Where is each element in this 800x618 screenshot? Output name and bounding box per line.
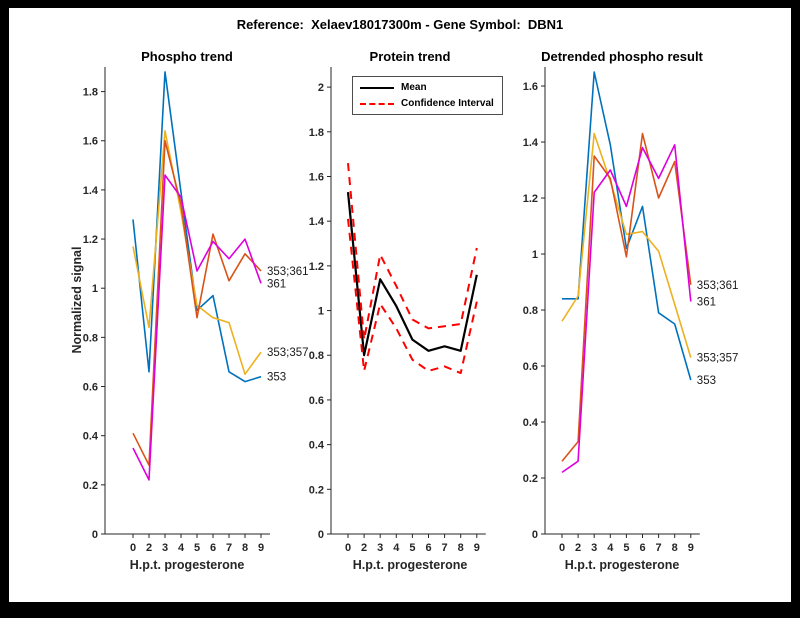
series-end-label: 353;361: [267, 266, 309, 278]
y-tick-label: 1.2: [83, 234, 98, 246]
y-tick-label: 1.6: [83, 136, 98, 148]
subplot-phospho-trend: 00.20.40.60.811.21.41.61.80 2 3 4 5 6 7 8 935335…: [83, 67, 309, 554]
x-tick-label: 3: [591, 542, 597, 554]
y-tick-label: 1.8: [83, 87, 98, 99]
y-tick-label: 0.4: [523, 417, 539, 429]
x-tick-label: 9: [688, 542, 694, 554]
y-tick-label: 0.6: [309, 395, 324, 407]
y-tick-label: 0: [92, 529, 98, 541]
y-tick-label: 0.8: [83, 332, 98, 344]
series-end-label: 353;357: [267, 347, 309, 359]
series-line-353-357: [132, 130, 262, 376]
series-end-label: 353;361: [697, 280, 739, 292]
y-tick-label: 0.4: [83, 431, 99, 443]
y-tick-label: 1.4: [523, 137, 539, 149]
x-tick-label: 6: [639, 542, 645, 554]
series-end-label: 361: [697, 297, 716, 309]
legend-row-ci: Confidence Interval: [360, 98, 494, 109]
y-tick-label: 0.2: [523, 473, 538, 485]
series-line-ci-upper: [347, 163, 478, 341]
x-tick-label: 8: [672, 542, 678, 554]
legend-ci-label: Confidence Interval: [401, 98, 494, 109]
series-line-361: [132, 174, 262, 481]
series-end-label: 353: [267, 372, 286, 384]
series-line-mean: [346, 191, 478, 357]
y-tick-label: 1: [92, 283, 98, 295]
series-line-ci-lower: [347, 218, 478, 375]
subplot2-xlabel: H.p.t. progesterone: [352, 558, 468, 572]
x-tick-label: 9: [474, 542, 480, 554]
subplot1-xlabel: H.p.t. progesterone: [129, 558, 245, 572]
series-line-353: [132, 71, 262, 383]
y-tick-label: 0.8: [309, 350, 324, 362]
y-tick-label: 1.4: [309, 216, 325, 228]
y-tick-label: 1.2: [309, 261, 324, 273]
y-tick-label: 1.4: [83, 185, 99, 197]
subplot3-xlabel: H.p.t. progesterone: [564, 558, 680, 572]
x-tick-label: 8: [242, 542, 248, 554]
x-tick-label: 4: [178, 542, 185, 554]
series-line-353-357: [561, 132, 692, 358]
legend-ci-line-icon: [360, 102, 394, 105]
x-tick-label: 5: [409, 542, 415, 554]
series-line-353-361: [561, 132, 692, 462]
y-tick-label: 1.6: [523, 81, 538, 93]
x-tick-label: 0: [130, 542, 136, 554]
subplot-protein-trend: 00.20.40.60.811.21.41.61.820 2 3 4 5 6 7 8 9: [309, 67, 486, 554]
y-tick-label: 2: [318, 82, 324, 94]
y-tick-label: 0.6: [523, 361, 538, 373]
x-tick-label: 0: [345, 542, 351, 554]
x-tick-label: 3: [377, 542, 383, 554]
y-tick-label: 0.6: [83, 382, 98, 394]
x-tick-label: 9: [258, 542, 264, 554]
x-tick-label: 8: [458, 542, 464, 554]
x-tick-label: 7: [226, 542, 232, 554]
x-tick-label: 4: [607, 542, 614, 554]
legend: Mean Confidence Interval: [352, 76, 503, 115]
subplot1-title: Phospho trend: [141, 49, 233, 64]
y-tick-label: 1.8: [309, 127, 324, 139]
figure-title: Reference: Xelaev18017300m - Gene Symbol…: [236, 17, 564, 32]
y-tick-label: 1.6: [309, 171, 324, 183]
x-tick-label: 7: [656, 542, 662, 554]
subplot3-title: Detrended phospho result: [541, 49, 703, 64]
subplot-detrended-phospho: 00.20.40.60.811.21.41.60 2 3 4 5 6 7 8 9353353;3…: [523, 67, 739, 554]
y-tick-label: 0: [532, 529, 538, 541]
series-end-label: 361: [267, 278, 286, 290]
x-tick-label: 2: [361, 542, 367, 554]
x-tick-label: 4: [393, 542, 400, 554]
x-tick-label: 5: [623, 542, 629, 554]
series-line-361: [561, 144, 692, 474]
legend-mean-line-icon: [360, 86, 394, 89]
y-tick-label: 0.2: [309, 484, 324, 496]
x-tick-label: 6: [210, 542, 216, 554]
y-tick-label: 1: [532, 249, 538, 261]
y-tick-label: 0.2: [83, 480, 98, 492]
y-tick-label: 1: [318, 306, 324, 318]
x-tick-label: 6: [425, 542, 431, 554]
x-tick-label: 7: [442, 542, 448, 554]
legend-mean-label: Mean: [401, 82, 427, 93]
legend-row-mean: Mean: [360, 82, 494, 93]
y-tick-label: 0: [318, 529, 324, 541]
x-tick-label: 2: [146, 542, 152, 554]
series-end-label: 353;357: [697, 353, 739, 365]
y-tick-label: 0.8: [523, 305, 538, 317]
x-tick-label: 3: [162, 542, 168, 554]
series-line-353: [562, 71, 692, 381]
subplot2-title: Protein trend: [369, 49, 451, 64]
series-end-label: 353: [697, 375, 716, 387]
series-line-353-361: [132, 139, 262, 467]
x-tick-label: 5: [194, 542, 200, 554]
x-tick-label: 2: [575, 542, 581, 554]
y-tick-label: 1.2: [523, 193, 538, 205]
y-tick-label: 0.4: [309, 440, 325, 452]
x-tick-label: 0: [559, 542, 565, 554]
